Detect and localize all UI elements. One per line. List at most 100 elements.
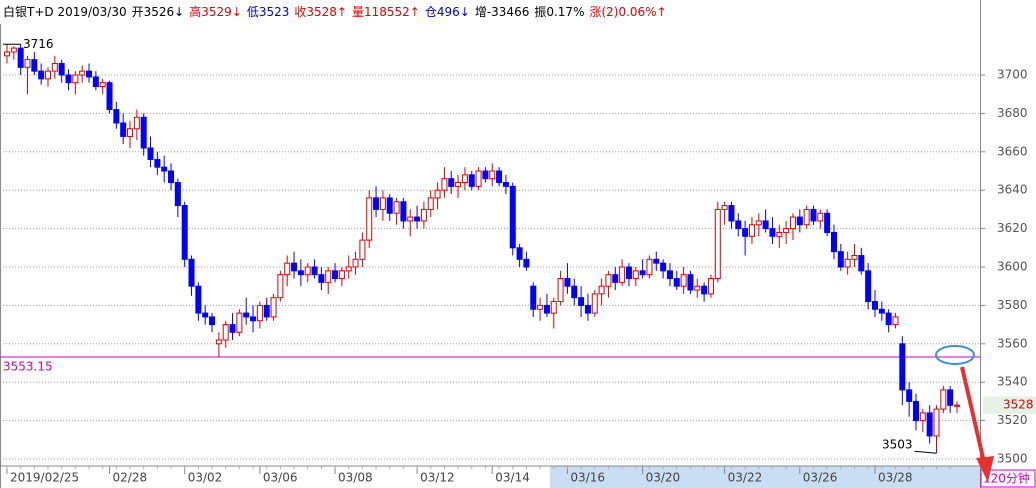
candle-body <box>202 312 209 318</box>
header-field: 收3528↑ <box>294 5 347 19</box>
candle-body <box>871 301 878 310</box>
candle-body <box>58 62 65 76</box>
candle-body <box>168 170 175 184</box>
candle-body <box>906 389 913 402</box>
candle-body <box>530 285 537 310</box>
y-tick-label: 3680 <box>997 106 1028 120</box>
candle-body <box>38 70 45 80</box>
candle-body <box>393 201 400 214</box>
candle-body <box>550 301 557 314</box>
candle-body <box>434 189 441 199</box>
candle-body <box>133 116 140 130</box>
candle-body <box>769 228 776 237</box>
candle-body <box>243 312 250 318</box>
x-tick-label: 03/14 <box>495 471 530 485</box>
y-tick-label: 3560 <box>997 336 1028 350</box>
candle-body <box>762 220 769 230</box>
candle-body <box>954 404 960 407</box>
y-tick-label: 3660 <box>997 144 1028 158</box>
x-tick-label: 03/28 <box>878 471 913 485</box>
candle-body <box>537 304 544 310</box>
high-label: 3716 <box>23 37 54 51</box>
candle-body <box>147 147 154 160</box>
candle-body <box>516 247 523 260</box>
candle-body <box>502 182 509 187</box>
candle-body <box>803 208 810 226</box>
candle-body <box>571 285 578 299</box>
candle-body <box>475 170 482 187</box>
candle-body <box>578 297 585 306</box>
candle-body <box>721 205 728 210</box>
x-tick-label: 03/02 <box>188 471 223 485</box>
header-field: 量118552↑ <box>352 5 420 19</box>
candle-body <box>222 324 229 341</box>
y-tick-label: 3500 <box>997 452 1028 466</box>
candle-body <box>106 82 113 111</box>
header-field: 白银T+D 2019/03/30 <box>3 4 127 19</box>
candle-body <box>926 412 933 437</box>
y-tick-label: 3700 <box>997 68 1028 82</box>
period-label: 120分钟 <box>983 471 1030 486</box>
candle-body <box>940 389 947 410</box>
low-pointer <box>914 450 937 454</box>
candle-body <box>694 285 701 291</box>
candle-body <box>543 304 550 314</box>
candle-body <box>407 216 414 222</box>
candle-body <box>748 224 755 237</box>
header-field: 仓496↓ <box>425 5 470 19</box>
candle-body <box>188 258 195 287</box>
candle-body <box>858 254 865 272</box>
candle-body <box>830 231 837 253</box>
candle-body <box>79 70 86 76</box>
candle-body <box>605 274 612 287</box>
x-tick-label: 03/06 <box>263 471 298 485</box>
candle-body <box>824 212 831 233</box>
period-box <box>980 469 1036 488</box>
candle-body <box>236 312 243 333</box>
candle-body <box>837 251 844 268</box>
candle-body <box>796 216 803 226</box>
selected-range <box>550 466 980 488</box>
candle-body <box>735 220 742 230</box>
candle-body <box>885 312 892 326</box>
header: 白银T+D 2019/03/30 开3526↓ 高3529↓ 低3523 收3528↑ 量… <box>3 4 667 19</box>
candle-body <box>728 205 735 222</box>
candle-body <box>461 174 468 184</box>
candle-body <box>660 262 667 272</box>
candle-body <box>284 262 291 276</box>
candle-body <box>912 400 919 422</box>
header-field: 增-33466 <box>475 5 530 19</box>
candle-body <box>359 239 366 260</box>
candle-body <box>51 62 58 72</box>
candle-body <box>72 74 79 84</box>
candle-body <box>673 278 680 287</box>
candle-body <box>250 316 257 322</box>
plot-area: 3500 3520 3540 3560 3580 3600 3620 3640 3660 3680… <box>0 37 1036 488</box>
candle-body <box>352 258 359 268</box>
candle-body <box>755 220 762 226</box>
candle-body <box>127 128 134 137</box>
candle-body <box>591 293 598 314</box>
candle-body <box>701 285 708 295</box>
y-tick-label: 3580 <box>997 298 1028 312</box>
candle-body <box>366 197 373 241</box>
candle-body <box>496 170 503 184</box>
candle-body <box>817 212 824 222</box>
header-field: 高3529↓ <box>189 4 242 19</box>
header-field: 开3526↓ <box>132 5 185 19</box>
reference-label: 3553.15 <box>3 359 53 373</box>
candle-body <box>297 270 304 276</box>
candle-body <box>4 51 10 57</box>
candle-body <box>646 258 653 276</box>
candle-body <box>120 122 127 137</box>
candle-body <box>304 266 311 276</box>
arrow-head <box>976 456 994 482</box>
candle-body <box>789 216 796 230</box>
candle-body <box>584 304 591 314</box>
candle-body <box>161 166 168 172</box>
candle-body <box>489 170 496 180</box>
candle-body <box>687 274 694 291</box>
candle-body <box>653 258 660 264</box>
